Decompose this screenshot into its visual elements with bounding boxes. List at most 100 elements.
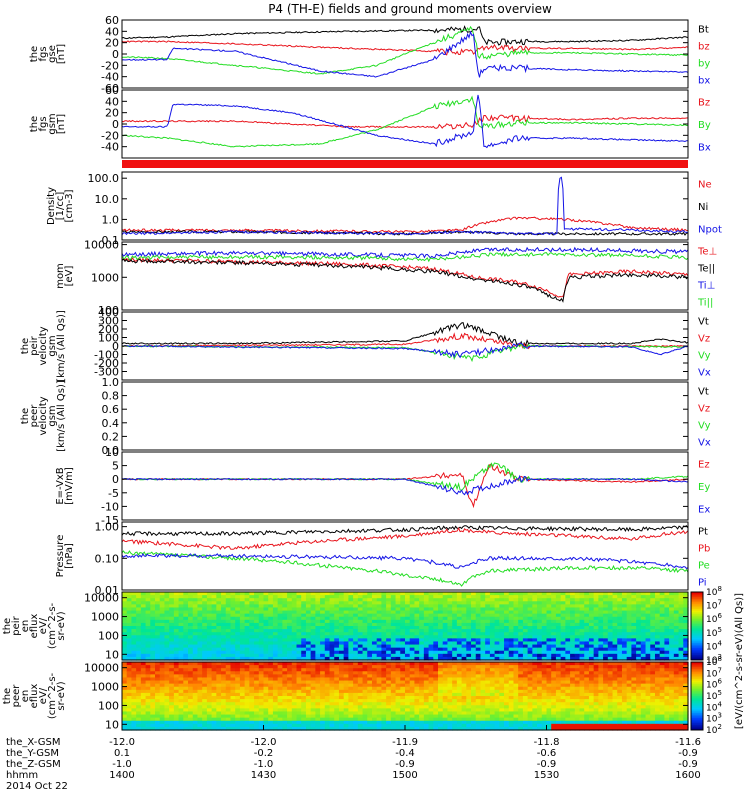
heatmap-cell [541,714,548,719]
heatmap-cell [654,592,661,596]
heatmap-cell [287,705,293,709]
heatmap-cell [282,686,288,691]
heatmap-cell [499,616,505,621]
heatmap-cell [560,629,566,633]
heatmap-cell [225,665,232,669]
heatmap-cell [282,726,288,731]
heatmap-cell [588,644,595,649]
heatmap-cell [301,677,307,682]
heatmap-cell [650,635,656,639]
heatmap-cell [150,662,156,666]
heatmap-cell [471,601,477,605]
heatmap-cell [640,626,647,630]
heatmap-cell [178,671,184,675]
heatmap-cell [197,708,203,713]
heatmap-cell [381,680,387,685]
heatmap-cell [386,665,392,669]
heatmap-cell [367,635,373,639]
heatmap-cell [244,680,250,685]
heatmap-cell [664,653,670,658]
heatmap-cell [272,616,279,621]
heatmap-cell [438,601,444,605]
heatmap-cell [423,644,430,649]
heatmap-cell [489,635,496,639]
heatmap-cell [329,604,335,609]
heatmap-cell [348,607,354,612]
heatmap-cell [211,711,217,716]
heatmap-cell [188,662,194,666]
heatmap-cell [508,653,515,658]
heatmap-cell [419,644,425,649]
heatmap-cell [541,674,548,679]
heatmap-cell [122,604,128,609]
heatmap-cell [145,619,151,624]
heatmap-cell [334,632,340,636]
heatmap-cell [631,604,637,609]
heatmap-cell [466,647,472,652]
heatmap-cell [131,616,137,621]
heatmap-cell [192,592,199,596]
heatmap-cell [659,629,666,633]
heatmap-cell [617,610,623,615]
heatmap-cell [258,702,265,706]
heatmap-cell [216,662,222,666]
heatmap-cell [272,674,279,679]
heatmap-cell [310,622,316,627]
heatmap-cell [683,598,689,602]
heatmap-cell [508,680,515,685]
colorbar-segment [691,629,703,632]
heatmap-cell [150,629,156,633]
heatmap-cell [423,686,430,691]
heatmap-cell [192,644,199,649]
colorbar-tick-label: 108 [706,585,722,598]
heatmap-cell [244,610,250,615]
heatmap-cell [466,683,472,688]
heatmap-cell [371,686,378,691]
heatmap-cell [447,702,453,706]
heatmap-cell [287,598,293,602]
heatmap-cell [338,635,345,639]
heatmap-cell [400,638,406,643]
heatmap-cell [433,665,439,669]
heatmap-cell [461,622,467,627]
heatmap-cell [239,647,246,652]
heatmap-cell [438,629,444,633]
heatmap-cell [405,723,411,728]
heatmap-cell [150,656,156,661]
heatmap-cell [291,699,298,703]
heatmap-cell [405,671,411,675]
heatmap-cell [291,696,298,700]
heatmap-cell [480,696,486,700]
heatmap-cell [447,689,453,694]
heatmap-cell [258,622,265,627]
heatmap-cell [329,626,335,630]
heatmap-cell [272,641,279,646]
heatmap-cell [499,607,505,612]
heatmap-cell [216,717,222,722]
heatmap-cell [475,647,482,652]
heatmap-cell [320,699,326,703]
legend-entry-Ni: Ni [698,202,708,213]
heatmap-cell [409,653,416,658]
heatmap-cell [301,696,307,700]
heatmap-cell [287,662,293,666]
heatmap-cell [447,650,453,655]
heatmap-cell [315,598,321,602]
heatmap-cell [442,595,449,599]
heatmap-cell [230,598,236,602]
heatmap-cell [367,708,373,713]
heatmap-cell [221,622,227,627]
heatmap-cell [155,720,161,725]
heatmap-cell [546,671,552,675]
heatmap-cell [546,668,552,672]
heatmap-cell [466,601,472,605]
heatmap-cell [560,622,566,627]
heatmap-cell [301,613,307,618]
colorbar-segment [691,615,703,618]
heatmap-cell [390,632,397,636]
heatmap-cell [353,680,359,685]
heatmap-cell [282,705,288,709]
heatmap-cell [555,671,562,675]
heatmap-cell [343,653,349,658]
heatmap-cell [183,717,189,722]
